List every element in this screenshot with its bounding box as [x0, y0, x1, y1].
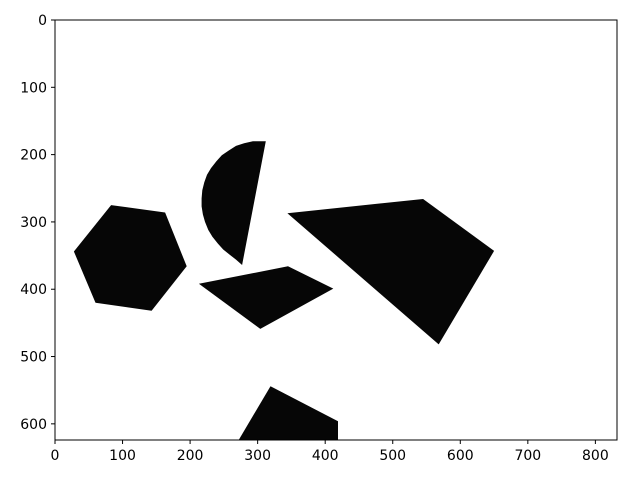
x-tick-label: 600 — [447, 448, 474, 464]
x-tick-label: 500 — [379, 448, 406, 464]
x-tick-label: 300 — [244, 448, 271, 464]
x-tick-label: 200 — [177, 448, 204, 464]
region-sector — [201, 141, 266, 265]
y-tick-label: 600 — [20, 417, 47, 433]
region-sector-right — [287, 199, 495, 345]
x-tick-label: 800 — [582, 448, 609, 464]
plot-area — [54, 19, 618, 441]
x-tick-label: 700 — [514, 448, 541, 464]
x-axis: 0 100 200 300 400 500 600 700 800 — [51, 440, 609, 464]
x-tick-label: 100 — [109, 448, 136, 464]
y-tick-label: 100 — [20, 80, 47, 96]
y-axis: 0 100 200 300 400 500 600 — [20, 13, 55, 433]
y-tick-label: 500 — [20, 350, 47, 366]
y-tick-label: 0 — [38, 13, 47, 29]
y-tick-label: 400 — [20, 282, 47, 298]
axes-frame — [54, 19, 618, 441]
x-tick-label: 400 — [312, 448, 339, 464]
region-bottom-shape — [238, 386, 338, 440]
x-tick-label: 0 — [51, 448, 60, 464]
y-tick-label: 200 — [20, 148, 47, 164]
region-quadrilateral — [198, 266, 334, 329]
image-regions — [73, 141, 495, 440]
region-hexagon — [73, 205, 187, 311]
y-tick-label: 300 — [20, 215, 47, 231]
